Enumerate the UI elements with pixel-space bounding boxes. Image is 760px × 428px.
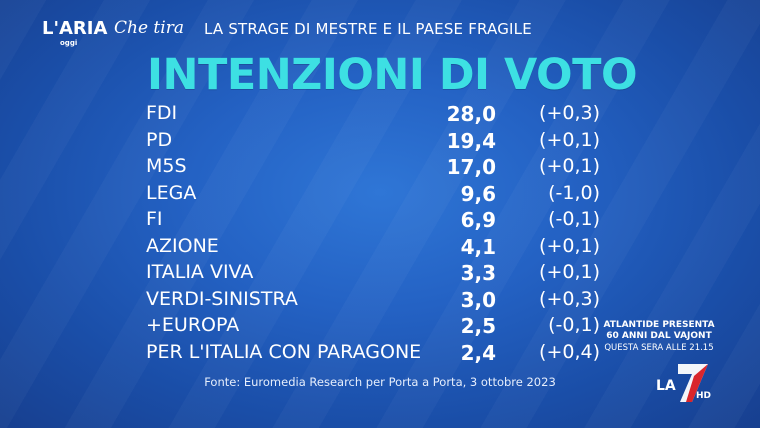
vote-percentage: 6,9 (460, 208, 496, 232)
vote-change: (+0,4) (539, 340, 600, 363)
party-label: +EUROPA (146, 314, 240, 336)
source-note: Fonte: Euromedia Research per Porta a Po… (204, 375, 556, 389)
vote-change: (+0,1) (539, 128, 600, 151)
chart-title: INTENZIONI DI VOTO (147, 50, 638, 100)
party-label: PER L'ITALIA CON PARAGONE (146, 340, 422, 363)
table-row: FDI 28,0 (+0,3) (146, 102, 616, 129)
vote-percentage: 2,4 (460, 340, 496, 365)
table-row: M5S 17,0 (+0,1) (146, 155, 616, 182)
channel-name: LA (656, 378, 676, 394)
party-label: VERDI-SINISTRA (146, 287, 298, 310)
vote-percentage: 4,1 (460, 234, 496, 259)
promo-box: ATLANTIDE PRESENTA 60 ANNI DAL VAJONT QU… (600, 320, 718, 354)
table-row: VERDI-SINISTRA 3,0 (+0,3) (146, 288, 616, 315)
vote-percentage: 17,0 (446, 155, 496, 179)
vote-change: (+0,1) (539, 261, 600, 283)
vote-percentage: 2,5 (460, 314, 496, 338)
vote-change: (-0,1) (548, 208, 600, 230)
party-label: FI (146, 208, 163, 230)
promo-line-2: 60 ANNI DAL VAJONT (606, 331, 712, 341)
table-row: AZIONE 4,1 (+0,1) (146, 235, 616, 262)
vote-percentage: 9,6 (460, 181, 496, 206)
party-label: LEGA (146, 181, 197, 204)
show-logo-script: Che tira (114, 18, 184, 38)
show-logo-sub: oggi (60, 39, 78, 47)
vote-change: (-0,1) (548, 314, 600, 336)
vote-percentage: 28,0 (446, 102, 496, 126)
promo-line-1: ATLANTIDE PRESENTA (603, 320, 715, 330)
party-label: FDI (146, 102, 178, 124)
party-label: M5S (146, 155, 187, 177)
show-logo: L'ARIA (42, 18, 108, 39)
top-bar: L'ARIA oggi Che tira LA STRAGE DI MESTRE… (0, 12, 760, 48)
vote-change: (+0,3) (539, 102, 600, 124)
channel-logo: LA HD (656, 362, 718, 406)
table-row: PD 19,4 (+0,1) (146, 129, 616, 156)
vote-percentage: 3,0 (460, 287, 496, 312)
party-label: AZIONE (146, 234, 219, 257)
vote-change: (+0,1) (539, 234, 600, 257)
party-label: PD (146, 128, 173, 151)
vote-change: (+0,3) (539, 287, 600, 310)
vote-change: (-1,0) (548, 181, 600, 204)
vote-percentage: 19,4 (446, 128, 496, 153)
poll-table: FDI 28,0 (+0,3) PD 19,4 (+0,1) M5S 17,0 (+0,1) LE… (146, 102, 616, 367)
channel-hd-badge: HD (696, 391, 712, 401)
promo-line-3: QUESTA SERA ALLE 21.15 (604, 343, 714, 353)
table-row: ITALIA VIVA 3,3 (+0,1) (146, 261, 616, 288)
channel-seven-icon (678, 364, 708, 402)
table-row: FI 6,9 (-0,1) (146, 208, 616, 235)
table-row: +EUROPA 2,5 (-0,1) (146, 314, 616, 341)
table-row: PER L'ITALIA CON PARAGONE 2,4 (+0,4) (146, 341, 616, 368)
party-label: ITALIA VIVA (146, 261, 254, 283)
table-row: LEGA 9,6 (-1,0) (146, 182, 616, 209)
vote-percentage: 3,3 (460, 261, 496, 285)
vote-change: (+0,1) (539, 155, 600, 177)
program-title: LA STRAGE DI MESTRE E IL PAESE FRAGILE (204, 20, 532, 38)
